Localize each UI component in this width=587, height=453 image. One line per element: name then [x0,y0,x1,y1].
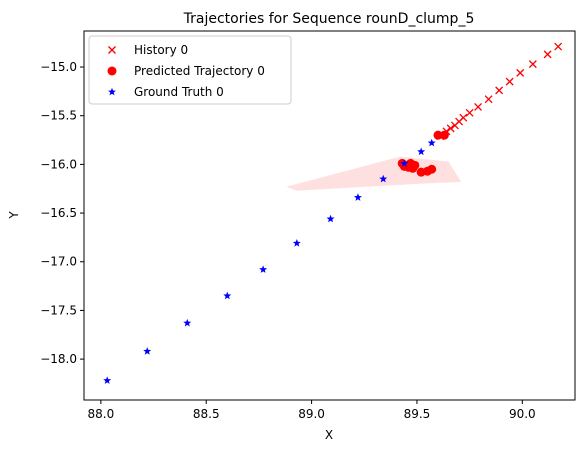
x-tick-label: 89.5 [404,407,431,421]
ground-truth-point [427,138,436,147]
ground-truth-point [292,239,301,247]
history-point [528,60,537,69]
y-tick-label: −17.5 [40,303,77,317]
ground-truth-point [143,347,152,355]
history-point [484,95,493,104]
y-tick-label: −15.0 [40,60,77,74]
y-tick-label: −17.0 [40,255,77,269]
legend-marker-history [108,46,116,54]
history-point [474,102,483,111]
legend-box [88,35,292,105]
y-tick-label: −15.5 [40,109,77,123]
plot-area [103,42,563,384]
legend-marker-symbol [108,87,116,96]
legend-marker-symbol [107,66,117,76]
ground-truth-point [183,318,192,327]
x-tick-label: 88.0 [87,407,114,421]
y-tick-label: −16.5 [40,206,77,220]
y-axis-label: Y [7,211,21,220]
x-axis-label: X [325,428,333,442]
ground-truth-point [379,174,388,183]
ground-truth-point [353,193,362,201]
legend-label-ground-truth: Ground Truth 0 [134,85,224,99]
predicted-point [427,164,437,174]
predicted-point [433,130,443,140]
ground-truth-point [326,214,335,223]
x-axis-ticks: 88.0 88.5 89.0 89.5 90.0 [87,400,536,421]
y-axis-ticks: −15.0 −15.5 −16.0 −16.5 −17.0 −17.5 −18.0 [40,60,84,366]
history-point [554,42,563,51]
y-tick-label: −16.0 [40,157,77,171]
history-point [495,86,504,95]
predicted-point [439,130,449,140]
history-point [543,50,552,59]
legend-marker-ground-truth [108,87,116,96]
history-point [505,77,514,86]
ground-truth-point [223,291,232,300]
ground-truth-point [259,265,268,273]
legend: History 0 Predicted Trajectory 0 Ground … [88,35,292,105]
legend-marker-predicted [107,66,117,76]
x-tick-label: 88.5 [193,407,220,421]
y-tick-label: −18.0 [40,352,77,366]
chart-title: Trajectories for Sequence rounD_clump_5 [183,11,475,27]
ground-truth-point [417,147,426,156]
history-point [516,68,525,77]
legend-label-history: History 0 [134,43,188,57]
history-point [465,108,474,117]
history-point [446,124,455,133]
ground-truth-point [400,159,409,167]
axes-frame [83,30,576,401]
x-tick-label: 90.0 [509,407,536,421]
history-point [450,121,459,130]
ground-truth-point [103,376,112,384]
x-tick-label: 89.0 [298,407,325,421]
legend-label-predicted: Predicted Trajectory 0 [134,64,265,78]
legend-marker-symbol [108,46,116,54]
